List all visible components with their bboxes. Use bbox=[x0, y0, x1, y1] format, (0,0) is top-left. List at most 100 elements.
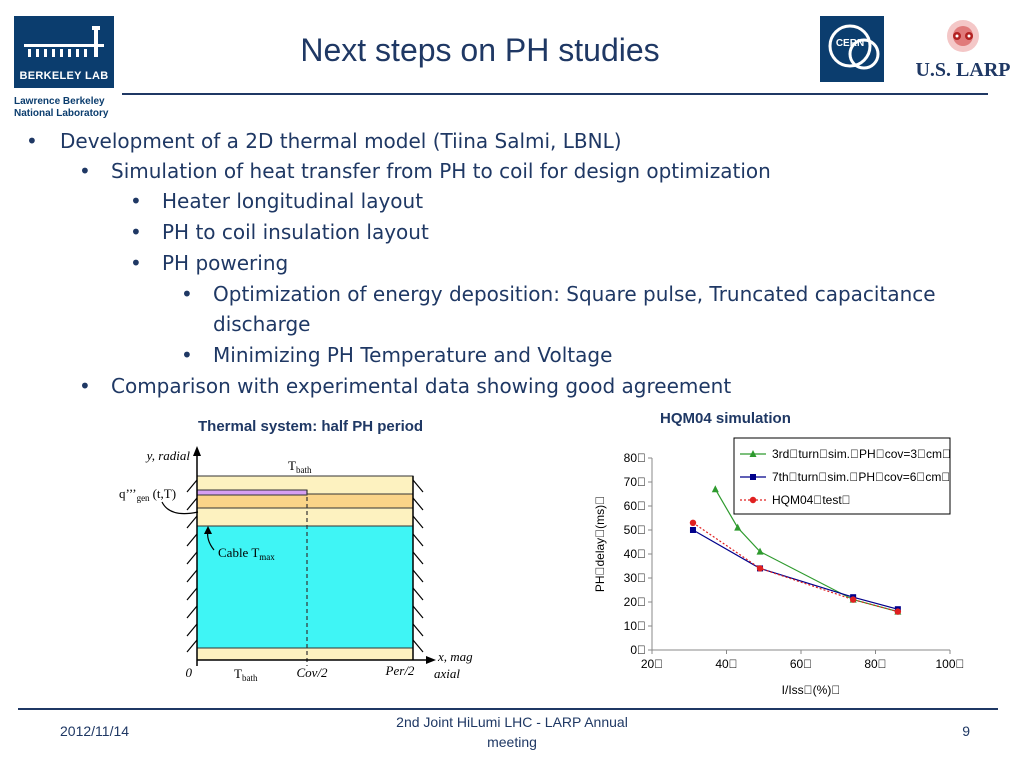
title-divider bbox=[122, 93, 988, 95]
series-3-point bbox=[849, 596, 857, 603]
left-boundary-hatching bbox=[186, 479, 198, 653]
chart-x-tick-label: 100  bbox=[935, 657, 964, 671]
q-gen-label: q’’’gen (t,T) bbox=[119, 486, 176, 503]
series-3-point bbox=[689, 519, 697, 526]
legend-label-3: HQM04 test  bbox=[772, 493, 851, 507]
lbnl-name-line2: National Laboratory bbox=[14, 108, 109, 119]
bottom-insulation-layer bbox=[196, 647, 414, 661]
per-label: Per/2 bbox=[385, 663, 415, 678]
bullet-item: • Simulation of heat transfer from PH to… bbox=[79, 156, 771, 186]
us-larp-logo-text: U.S. LARP bbox=[915, 59, 1011, 81]
bullet-text: Minimizing PH Temperature and Voltage bbox=[213, 343, 613, 367]
chart-title: HQM04 simulation bbox=[660, 410, 791, 427]
origin-label: 0 bbox=[186, 665, 193, 680]
bullet-continuation: discharge bbox=[213, 309, 310, 339]
bullet-item: • Development of a 2D thermal model (Tii… bbox=[26, 126, 622, 156]
hqm04-chart: 0  10  20  30  40  50  60  70  80  20  40  60  80  10… bbox=[593, 437, 965, 697]
heater-strip bbox=[196, 489, 308, 496]
bullet-text: PH powering bbox=[162, 251, 289, 275]
chart-x-tick-label: 80  bbox=[864, 657, 886, 671]
bullet-text: discharge bbox=[213, 312, 311, 336]
bullet-dot-icon: • bbox=[181, 282, 193, 306]
tbath-top-label: Tbath bbox=[288, 458, 312, 475]
right-boundary-hatching bbox=[412, 479, 424, 653]
bullet-item: • Comparison with experimental data show… bbox=[79, 371, 732, 401]
chart-y-tick-label: 60  bbox=[624, 499, 646, 513]
cern-logo: CERN bbox=[820, 16, 884, 82]
bullet-text: Development of a 2D thermal model (Tiina… bbox=[60, 129, 622, 153]
bullet-text: Heater longitudinal layout bbox=[162, 189, 424, 213]
lbnl-name-line1: Lawrence Berkeley bbox=[14, 96, 105, 107]
chart-y-tick-label: 0  bbox=[630, 643, 646, 657]
bullet-item: • PH powering bbox=[130, 248, 289, 278]
bullet-dot-icon: • bbox=[181, 343, 193, 367]
series-1-point bbox=[734, 523, 742, 531]
q-gen-arrow-icon bbox=[161, 501, 199, 515]
bullet-dot-icon: • bbox=[130, 251, 142, 275]
series-line-2 bbox=[692, 529, 899, 610]
legend-label-1: 3rd turn sim. PH cov=3 cm  bbox=[772, 447, 951, 461]
cov-label: Cov/2 bbox=[296, 665, 328, 680]
chart-y-tick-label: 50  bbox=[624, 523, 646, 537]
mid-insulation-layer bbox=[196, 507, 414, 527]
bullet-dot-icon: • bbox=[79, 374, 91, 398]
chart-legend-box bbox=[733, 437, 951, 515]
legend-marker-2 bbox=[750, 474, 756, 480]
x-axis-label-line2: axial bbox=[434, 666, 460, 681]
bullet-dot-icon: • bbox=[130, 220, 142, 244]
footer-divider bbox=[18, 708, 998, 710]
y-axis-arrow-icon bbox=[193, 446, 201, 456]
chart-x-tick-label: 40  bbox=[715, 657, 737, 671]
lbnl-name: Lawrence Berkeley National Laboratory bbox=[14, 96, 108, 120]
chart-x-tick-label: 20  bbox=[641, 657, 663, 671]
berkeley-lab-emblem-icon bbox=[24, 26, 104, 57]
series-3-point bbox=[756, 565, 764, 572]
bullet-dot-icon: • bbox=[79, 159, 91, 183]
bullet-item: • Minimizing PH Temperature and Voltage bbox=[181, 340, 613, 370]
berkeley-lab-logo-text: BERKELEY LAB bbox=[19, 70, 109, 82]
bullet-text: Optimization of energy deposition: Squar… bbox=[213, 282, 936, 306]
legend-label-2: 7th turn sim. PH cov=6 cm  bbox=[772, 470, 950, 484]
legend-marker-3 bbox=[749, 496, 757, 504]
chart-y-axis-label: PH delay (ms)  bbox=[593, 496, 607, 592]
y-axis-label: y, radial bbox=[145, 448, 191, 463]
bullet-text: Comparison with experimental data showin… bbox=[111, 374, 732, 398]
footer-event: 2nd Joint HiLumi LHC - LARP Annual meeti… bbox=[380, 712, 644, 752]
bullet-dot-icon: • bbox=[26, 129, 38, 153]
series-3-point bbox=[894, 608, 902, 615]
chart-x-tick-label: 60  bbox=[790, 657, 812, 671]
cern-emblem-icon: CERN bbox=[828, 24, 880, 70]
chart-y-tick-label: 30  bbox=[624, 571, 646, 585]
series-line-3 bbox=[692, 522, 899, 613]
bullet-item: • PH to coil insulation layout bbox=[130, 217, 429, 247]
footer-event-line1: 2nd Joint HiLumi LHC - LARP Annual bbox=[396, 714, 628, 730]
chart-y-tick-label: 40  bbox=[624, 547, 646, 561]
cable-tmax-label: Cable Tmax bbox=[218, 545, 275, 562]
bullet-item: • Optimization of energy deposition: Squ… bbox=[181, 279, 936, 309]
chart-y-tick-label: 10  bbox=[624, 619, 646, 633]
chart-y-tick-label: 80  bbox=[624, 451, 646, 465]
thermal-diagram: y, radial Tbath q’’’gen (t,T) Cable Tmax … bbox=[119, 446, 473, 683]
slide-title: Next steps on PH studies bbox=[300, 32, 660, 68]
bullet-dot-icon: • bbox=[130, 189, 142, 213]
chart-legend: 3rd turn sim. PH cov=3 cm  7th turn sim. … bbox=[733, 437, 951, 515]
footer-event-line2: meeting bbox=[487, 734, 537, 750]
larp-emblem-icon bbox=[947, 20, 979, 52]
ph-insulation-layer bbox=[196, 493, 414, 509]
series-2-point bbox=[689, 527, 696, 533]
chart-y-tick-label: 20  bbox=[624, 595, 646, 609]
us-larp-logo: U.S. LARP bbox=[905, 16, 1021, 86]
x-axis-label-line1: x, mag bbox=[437, 649, 473, 664]
tbath-bottom-label: Tbath bbox=[234, 666, 258, 683]
berkeley-lab-logo: BERKELEY LAB bbox=[14, 16, 114, 88]
chart-x-axis-label: I/Iss (%)  bbox=[782, 683, 841, 697]
cable-region bbox=[196, 525, 414, 649]
series-1-point bbox=[756, 547, 764, 555]
bullet-text: Simulation of heat transfer from PH to c… bbox=[111, 159, 771, 183]
bullet-item: • Heater longitudinal layout bbox=[130, 186, 424, 216]
chart-y-tick-label: 70  bbox=[624, 475, 646, 489]
cable-arrowhead-icon bbox=[204, 526, 212, 534]
thermal-diagram-title: Thermal system: half PH period bbox=[198, 418, 424, 435]
series-1-point bbox=[711, 485, 719, 493]
chart-series bbox=[689, 485, 902, 615]
